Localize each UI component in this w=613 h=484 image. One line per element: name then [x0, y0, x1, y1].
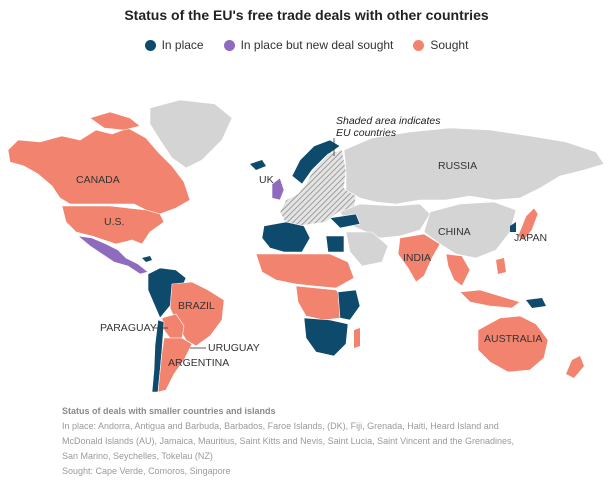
eu-annotation: Shaded area indicates EU countries [336, 115, 441, 139]
country-canada [7, 127, 191, 215]
country-indonesia [459, 289, 521, 309]
country-new-zealand [566, 356, 584, 378]
label-australia: AUSTRALIA [484, 333, 543, 345]
country-iceland [250, 160, 266, 170]
legend-item-in-place: In place [144, 38, 204, 52]
region-arabia [345, 231, 389, 267]
eu-annotation-line2: EU countries [336, 127, 397, 139]
legend-label-sought: Sought [430, 38, 469, 52]
footer-heading: Status of deals with smaller countries a… [62, 406, 276, 416]
country-egypt [325, 235, 345, 253]
label-russia: RUSSIA [438, 160, 478, 172]
country-us [61, 205, 165, 245]
legend-swatch-sought [413, 39, 425, 51]
country-russia [343, 127, 605, 205]
label-argentina: ARGENTINA [168, 357, 230, 369]
country-madagascar [354, 328, 360, 348]
region-sahel [255, 253, 355, 289]
region-east-africa [337, 289, 361, 321]
country-greenland [149, 99, 233, 169]
legend-item-sought: Sought [413, 38, 468, 52]
region-north-africa [261, 221, 311, 253]
chart-title: Status of the EU's free trade deals with… [124, 7, 489, 23]
legend-label-in-place-new-sought: In place but new deal sought [240, 38, 394, 52]
country-uk [271, 177, 285, 201]
label-china: CHINA [438, 226, 471, 238]
country-japan [517, 207, 539, 241]
country-argentina [157, 337, 193, 393]
country-se-asia [445, 253, 471, 287]
label-japan: JAPAN [514, 232, 548, 244]
region-caribbean [142, 256, 152, 262]
legend-label-in-place: In place [161, 38, 204, 52]
region-central-asia [339, 203, 431, 239]
legend-item-in-place-new-sought: In place but new deal sought [223, 38, 394, 52]
country-png [526, 298, 546, 308]
label-us: U.S. [104, 216, 125, 228]
footer-sought: Sought: Cape Verde, Comoros, Singapore [62, 466, 231, 476]
region-central-africa [295, 285, 347, 321]
country-south-korea [510, 222, 516, 232]
region-eu-countries [279, 149, 357, 227]
country-australia [477, 315, 549, 373]
footer-notes: Status of deals with smaller countries a… [62, 404, 542, 479]
label-uruguay: URUGUAY [208, 342, 260, 354]
label-brazil: BRAZIL [178, 300, 215, 312]
country-philippines [496, 258, 506, 274]
label-paraguay: PARAGUAY [100, 322, 157, 334]
legend-swatch-in-place [144, 39, 156, 51]
label-uk: UK [259, 174, 274, 186]
country-india [397, 233, 441, 283]
label-canada: CANADA [76, 174, 120, 186]
country-norway [291, 139, 341, 185]
legend-swatch-in-place-new-sought [223, 39, 235, 51]
country-turkey [329, 213, 361, 229]
country-canada-islands [89, 111, 141, 131]
label-india: INDIA [403, 252, 432, 264]
country-china [423, 201, 517, 259]
legend: In place In place but new deal sought So… [0, 38, 613, 52]
eu-annotation-line1: Shaded area indicates [336, 115, 441, 127]
country-mexico-central-america [76, 235, 149, 275]
world-map [7, 99, 605, 393]
region-southern-africa [303, 317, 349, 357]
footer-in-place-3: San Marino, Seychelles, Tokelau (NZ) [62, 451, 213, 461]
footer-in-place-1: In place: Andorra, Antigua and Barbuda, … [62, 421, 499, 431]
footer-in-place-2: McDonald Islands (AU), Jamaica, Mauritiu… [62, 436, 515, 446]
